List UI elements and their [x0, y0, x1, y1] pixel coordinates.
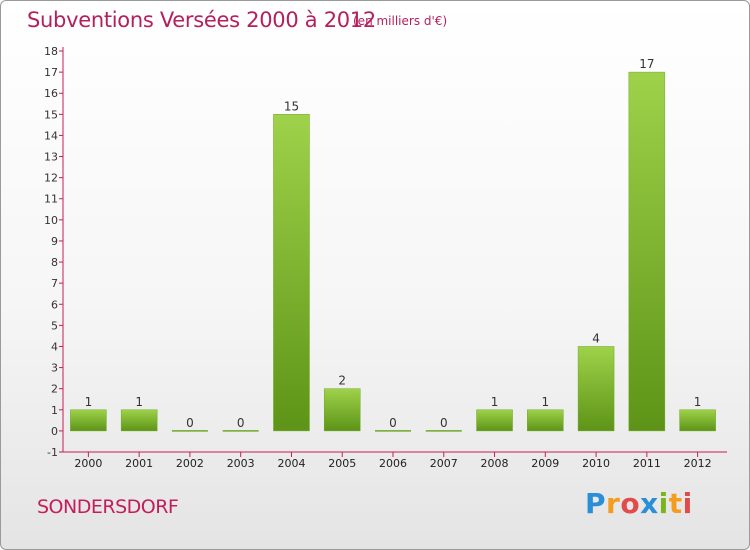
data-label: 2: [338, 374, 346, 388]
y-tick-label: 5: [51, 319, 58, 332]
x-tick-label: 2011: [633, 457, 661, 470]
y-tick-label: 10: [44, 214, 58, 227]
logo-letter: x: [640, 487, 659, 520]
logo-letter: t: [668, 487, 683, 520]
data-label: 17: [639, 57, 654, 71]
logo-letter: i: [682, 487, 693, 520]
bar: [120, 409, 158, 432]
y-tick-label: 13: [44, 151, 58, 164]
logo-letter: o: [620, 487, 641, 520]
bar: [70, 409, 107, 432]
data-label: 4: [592, 331, 600, 345]
chart-title: Subventions Versées 2000 à 2012: [27, 8, 376, 32]
bar: [476, 409, 513, 432]
data-label: 15: [284, 99, 299, 113]
x-tick-label: 2002: [176, 457, 204, 470]
x-tick-label: 2000: [74, 457, 102, 470]
y-tick-label: 3: [51, 362, 58, 375]
data-label: 0: [389, 416, 397, 430]
x-tick-label: 2012: [684, 457, 712, 470]
y-tick-label: 16: [44, 87, 58, 100]
x-tick-label: 2010: [582, 457, 610, 470]
x-tick-label: 2008: [481, 457, 509, 470]
logo-letter: i: [658, 487, 669, 520]
data-label: 0: [186, 416, 194, 430]
bar: [273, 114, 310, 432]
x-tick-label: 2006: [379, 457, 407, 470]
commune-name: SONDERSDORF: [37, 496, 179, 518]
proxiti-logo: Proxiti: [585, 487, 693, 520]
bar: [628, 71, 666, 432]
data-label: 1: [491, 395, 499, 409]
data-label: 0: [440, 416, 448, 430]
data-label: 1: [135, 395, 143, 409]
logo-letter: r: [606, 487, 621, 520]
y-tick-label: 9: [51, 235, 58, 248]
y-tick-label: -1: [47, 446, 58, 459]
chart-subtitle: (en milliers d'€): [353, 14, 448, 28]
data-labels: 1 1 0 0 15 2 0 0 1 1 4 17 1: [85, 57, 702, 430]
x-tick-label: 2004: [277, 457, 305, 470]
y-tick-label: 18: [44, 45, 58, 58]
logo-letter: P: [585, 487, 607, 520]
y-tick-label: 0: [51, 425, 58, 438]
data-label: 1: [85, 395, 93, 409]
bar: [323, 388, 361, 432]
x-tick-label: 2005: [328, 457, 356, 470]
y-tick-label: 7: [51, 277, 58, 290]
x-tick-label: 2009: [531, 457, 559, 470]
y-tick-label: 14: [44, 129, 58, 142]
x-tick-label: 2007: [430, 457, 458, 470]
y-tick-label: 17: [44, 66, 58, 79]
x-tick-label: 2003: [227, 457, 255, 470]
data-label: 1: [541, 395, 549, 409]
data-label: 0: [237, 416, 245, 430]
x-axis: 2000 2001 2002 2003 2004 2005 2006 2007 2008 2009…: [63, 451, 727, 470]
y-tick-label: 12: [44, 172, 58, 185]
bars: [70, 71, 716, 432]
y-tick-label: 1: [51, 404, 58, 417]
y-tick-label: 6: [51, 298, 58, 311]
y-tick-label: 8: [51, 256, 58, 269]
bar: [577, 346, 615, 432]
bar: [679, 409, 716, 432]
y-tick-label: 2: [51, 383, 58, 396]
bar: [527, 409, 564, 432]
data-label: 1: [694, 395, 702, 409]
y-tick-label: 11: [44, 193, 58, 206]
y-tick-label: 4: [51, 340, 58, 353]
y-tick-label: 15: [44, 108, 58, 121]
x-tick-label: 2001: [125, 457, 153, 470]
